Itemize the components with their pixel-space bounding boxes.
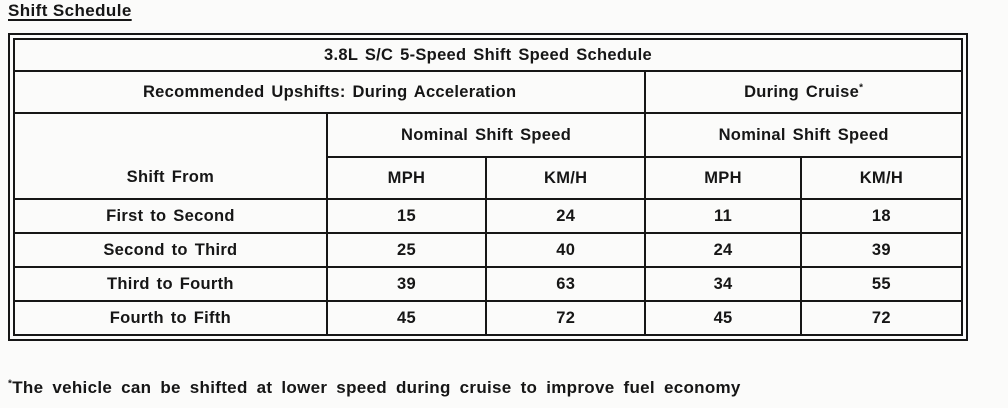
unit-header-row: MPH KM/H MPH KM/H (14, 156, 964, 200)
value-cell: 24 (485, 198, 647, 234)
table-row: Fourth to Fifth 45 72 45 72 (13, 300, 964, 336)
cruise-kmh-header: KM/H (799, 156, 964, 200)
value-cell: 25 (325, 232, 488, 268)
value-cell: 63 (485, 266, 647, 302)
table-title-row: 3.8L S/C 5-Speed Shift Speed Schedule (13, 38, 963, 72)
shift-cell: First to Second (13, 198, 328, 234)
value-cell: 18 (799, 198, 964, 234)
value-cell: 24 (644, 232, 802, 268)
nominal-shift-speed-cruise-header: Nominal Shift Speed (644, 112, 963, 158)
table-title: 3.8L S/C 5-Speed Shift Speed Schedule (13, 38, 963, 72)
value-cell: 39 (325, 266, 488, 302)
nominal-speed-row: Shift From Nominal Shift Speed Nominal S… (13, 112, 963, 200)
value-cell: 72 (799, 300, 964, 336)
value-cell: 15 (325, 198, 488, 234)
table-row: Third to Fourth 39 63 34 55 (13, 266, 964, 302)
shift-from-column-header: Shift From (13, 112, 328, 200)
value-cell: 55 (799, 266, 964, 302)
cruise-footnote-mark: * (859, 82, 864, 93)
footnote-text: The vehicle can be shifted at lower spee… (12, 378, 741, 397)
table-row: First to Second 15 24 11 18 (13, 198, 964, 234)
accel-kmh-header: KM/H (485, 156, 647, 200)
shift-cell: Fourth to Fifth (13, 300, 328, 336)
value-cell: 45 (325, 300, 488, 336)
shift-schedule-table-border: 3.8L S/C 5-Speed Shift Speed Schedule Re… (8, 33, 968, 341)
value-cell: 39 (799, 232, 964, 268)
value-cell: 45 (644, 300, 802, 336)
value-cell: 40 (485, 232, 647, 268)
shift-schedule-table: 3.8L S/C 5-Speed Shift Speed Schedule Re… (12, 38, 964, 336)
group-header-row: Recommended Upshifts: During Acceleratio… (12, 70, 963, 114)
value-cell: 34 (644, 266, 802, 302)
table-footnote: *The vehicle can be shifted at lower spe… (8, 378, 741, 398)
acceleration-group-header: Recommended Upshifts: During Acceleratio… (12, 70, 647, 114)
table-row: Second to Third 25 40 24 39 (13, 232, 964, 268)
shift-cell: Second to Third (13, 232, 328, 268)
cruise-mph-header: MPH (644, 156, 802, 200)
cruise-group-header: During Cruise* (644, 70, 963, 114)
nominal-shift-speed-accel-header: Nominal Shift Speed (325, 112, 647, 158)
footnote-asterisk: * (8, 378, 13, 390)
value-cell: 72 (485, 300, 647, 336)
accel-mph-header: MPH (325, 156, 488, 200)
cruise-group-label: During Cruise (744, 82, 860, 101)
value-cell: 11 (644, 198, 802, 234)
shift-cell: Third to Fourth (13, 266, 328, 302)
page-title: Shift Schedule (8, 1, 132, 20)
